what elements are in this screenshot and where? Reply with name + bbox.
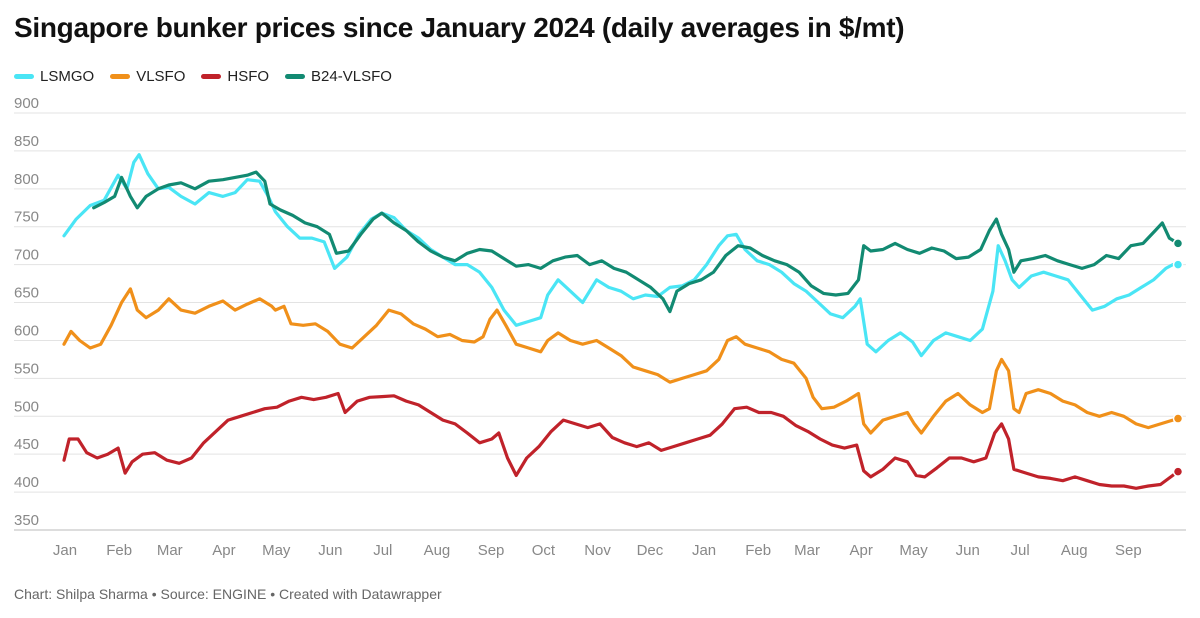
x-tick-label: Dec — [637, 542, 664, 559]
y-tick-label: 900 — [14, 95, 39, 112]
chart-footer: Chart: Shilpa Sharma • Source: ENGINE • … — [14, 586, 442, 602]
x-tick-label: Jun — [318, 542, 342, 559]
y-tick-label: 400 — [14, 474, 39, 491]
legend-label-lsmgo: LSMGO — [40, 67, 95, 85]
series-end-marker-vlsfo — [1172, 413, 1184, 424]
x-tick-label: May — [262, 542, 291, 559]
x-tick-label: May — [899, 542, 928, 559]
y-tick-label: 350 — [14, 512, 39, 529]
x-tick-label: Jul — [373, 542, 392, 559]
legend-item-lsmgo: LSMGO — [14, 68, 94, 85]
legend-swatch-hsfo — [201, 73, 222, 79]
legend-label-hsfo: HSFO — [227, 67, 270, 85]
x-tick-label: Nov — [584, 542, 611, 559]
x-tick-label: Jun — [956, 542, 980, 559]
legend-item-hsfo: HSFO — [201, 68, 269, 85]
legend-label-b24-vlsfo: B24-VLSFO — [311, 67, 392, 85]
y-tick-label: 600 — [14, 322, 39, 339]
x-tick-label: Jul — [1011, 542, 1030, 559]
x-tick-label: Apr — [850, 542, 873, 559]
series-line-lsmgo — [62, 153, 1180, 358]
legend-item-b24-vlsfo: B24-VLSFO — [285, 68, 392, 85]
series-line-b24-vlsfo — [92, 170, 1180, 314]
series-layer — [62, 153, 1184, 490]
x-tick-label: Feb — [745, 542, 771, 559]
legend-swatch-vlsfo — [110, 73, 131, 79]
y-tick-label: 500 — [14, 398, 39, 415]
x-tick-label: Jan — [692, 542, 716, 559]
x-tick-label: Sep — [478, 542, 505, 559]
x-tick-label: Feb — [106, 542, 132, 559]
y-tick-label: 800 — [14, 171, 39, 188]
y-tick-label: 550 — [14, 360, 39, 377]
legend-swatch-b24-vlsfo — [285, 73, 306, 79]
series-line-vlsfo — [62, 287, 1180, 435]
grid-layer — [14, 112, 1186, 531]
y-axis-labels: 900 850 800 750 700 650 600 550 500 450 400 350 — [14, 95, 39, 529]
y-tick-label: 650 — [14, 285, 39, 302]
x-tick-label: Aug — [424, 542, 451, 559]
chart-title: Singapore bunker prices since January 20… — [14, 12, 905, 43]
legend-label-vlsfo: VLSFO — [136, 67, 186, 85]
x-axis-labels: Jan Feb Mar Apr May Jun Jul Aug Sep Oct Nov Dec Jan F… — [53, 542, 1142, 559]
legend-item-vlsfo: VLSFO — [110, 68, 185, 85]
y-tick-label: 750 — [14, 209, 39, 226]
x-tick-label: Aug — [1061, 542, 1088, 559]
x-tick-label: Mar — [794, 542, 820, 559]
x-tick-label: Oct — [532, 542, 556, 559]
chart-legend: LSMGO VLSFO HSFO B24-VLSFO — [14, 66, 408, 86]
series-end-marker-b24-vlsfo — [1172, 238, 1184, 249]
y-tick-label: 450 — [14, 436, 39, 453]
series-end-marker-lsmgo — [1172, 259, 1184, 270]
x-tick-label: Apr — [212, 542, 235, 559]
series-line-hsfo — [62, 391, 1180, 490]
x-tick-label: Sep — [1115, 542, 1142, 559]
x-tick-label: Jan — [53, 542, 77, 559]
x-tick-label: Mar — [157, 542, 183, 559]
y-tick-label: 700 — [14, 247, 39, 264]
legend-swatch-lsmgo — [14, 73, 34, 79]
y-tick-label: 850 — [14, 133, 39, 150]
series-end-marker-hsfo — [1172, 466, 1184, 477]
